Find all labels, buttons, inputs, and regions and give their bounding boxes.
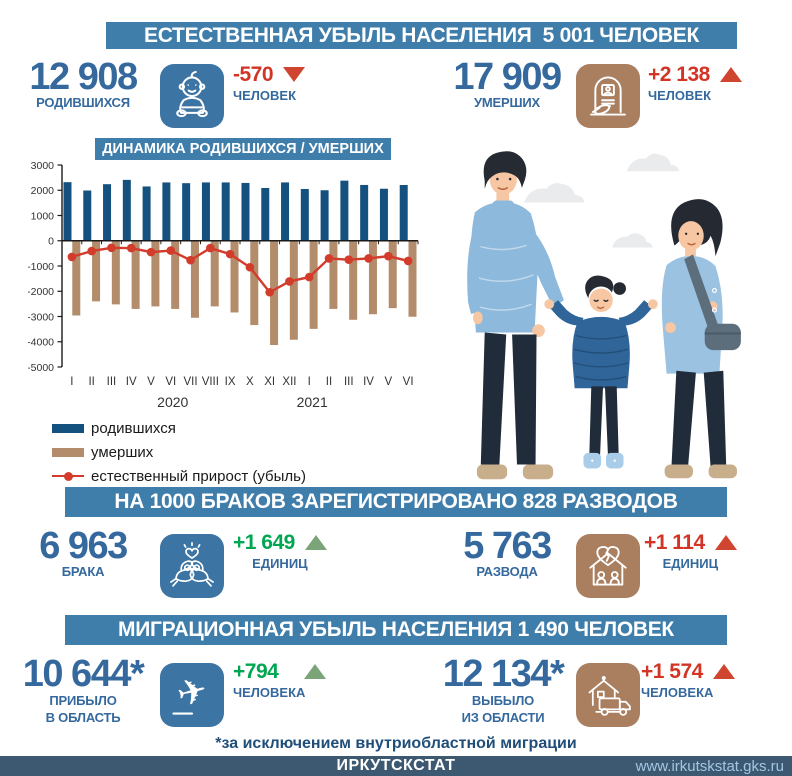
svg-text:V: V <box>384 376 392 388</box>
arrived-delta-value: +794 <box>233 660 279 683</box>
svg-text:X: X <box>246 376 254 388</box>
svg-text:2000: 2000 <box>31 185 55 197</box>
arrived-label-2: В ОБЛАСТЬ <box>45 710 121 725</box>
svg-text:-1000: -1000 <box>28 261 54 273</box>
legend-item-natural: естественный прирост (убыль) <box>52 464 306 488</box>
moving-truck-icon <box>576 663 640 727</box>
divorces-value: 5 763 <box>463 525 552 567</box>
deaths-delta: +2 138 ЧЕЛОВЕК <box>648 64 742 103</box>
deaths-value: 17 909 <box>453 56 562 98</box>
births-delta: -570 ЧЕЛОВЕК <box>233 63 306 103</box>
svg-text:XII: XII <box>282 376 296 388</box>
svg-text:III: III <box>344 376 354 388</box>
svg-text:III: III <box>107 376 117 388</box>
migration-banner: МИГРАЦИОННАЯ УБЫЛЬ НАСЕЛЕНИЯ 1 490 ЧЕЛОВ… <box>65 615 727 645</box>
divorces-label: РАЗВОДА <box>476 564 538 579</box>
marriages-delta: +1 649 ЕДИНИЦ <box>233 532 327 571</box>
triangle-up-green-icon <box>304 664 327 679</box>
clouds <box>523 153 680 248</box>
svg-text:I: I <box>308 376 311 388</box>
svg-text:1000: 1000 <box>31 210 55 222</box>
divorces-delta-unit: ЕДИНИЦ <box>662 556 719 571</box>
legend-item-born: родившихся <box>52 416 306 440</box>
svg-text:✈: ✈ <box>173 669 212 716</box>
chart-legend: родившихся умерших естественный прирост … <box>52 416 306 488</box>
triangle-up-red-icon <box>712 664 735 679</box>
marriages-value: 6 963 <box>39 525 128 567</box>
departed-label-1: ВЫБЫЛО <box>471 693 535 708</box>
departed-delta-value: +1 574 <box>641 660 703 683</box>
airplane-icon: ✈ <box>160 663 224 727</box>
baby-icon <box>160 64 224 128</box>
svg-text:I: I <box>70 376 73 388</box>
triangle-up-red-icon <box>714 535 737 550</box>
svg-text:II: II <box>88 376 94 388</box>
departed-delta: +1 574 ЧЕЛОВЕКА <box>641 661 735 700</box>
svg-text:-4000: -4000 <box>28 337 54 349</box>
svg-text:IX: IX <box>225 376 236 388</box>
migration-footnote: *за исключением внутриобластной миграции <box>215 735 577 752</box>
deaths-delta-unit: ЧЕЛОВЕК <box>648 88 712 103</box>
svg-text:VII: VII <box>184 376 198 388</box>
mother-figure <box>661 199 741 479</box>
legend-item-died: умерших <box>52 440 306 464</box>
svg-text:VI: VI <box>165 376 176 388</box>
svg-text:V: V <box>147 376 155 388</box>
triangle-up-icon <box>719 67 742 82</box>
arrived-value: 10 644* <box>22 653 145 695</box>
svg-text:VI: VI <box>403 376 414 388</box>
departed-value: 12 134* <box>442 653 565 695</box>
svg-text:2020: 2020 <box>157 394 188 410</box>
deaths-delta-value: +2 138 <box>648 63 710 86</box>
deaths-label: УМЕРШИХ <box>474 95 540 110</box>
chart-title: ДИНАМИКА РОДИВШИХСЯ / УМЕРШИХ <box>95 138 391 160</box>
marriages-label: БРАКА <box>61 564 105 579</box>
born-swatch <box>52 423 84 433</box>
marriages-delta-value: +1 649 <box>233 531 295 554</box>
births-delta-value: -570 <box>233 63 274 86</box>
child-figure <box>544 275 658 469</box>
svg-text:-2000: -2000 <box>28 286 54 298</box>
births-label: РОДИВШИХСЯ <box>36 95 130 110</box>
arrived-delta-unit: ЧЕЛОВЕКА <box>233 685 306 700</box>
marriage-banner: НА 1000 БРАКОВ ЗАРЕГИСТРИРОВАНО 828 РАЗВ… <box>65 487 727 517</box>
footer-org-name: ИРКУТСКСТАТ <box>336 757 456 774</box>
svg-text:-5000: -5000 <box>28 362 54 374</box>
svg-text:IV: IV <box>126 376 137 388</box>
divorces-delta: +1 114 ЕДИНИЦ <box>644 532 737 571</box>
divorces-delta-value: +1 114 <box>644 531 705 554</box>
svg-text:II: II <box>326 376 332 388</box>
departed-label-2: ИЗ ОБЛАСТИ <box>461 710 545 725</box>
svg-text:0: 0 <box>48 236 54 248</box>
svg-text:IV: IV <box>363 376 374 388</box>
doves-icon <box>160 534 224 598</box>
svg-text:-3000: -3000 <box>28 311 54 323</box>
footer-url: www.irkutskstat.gks.ru <box>635 757 784 775</box>
triangle-up-green-icon <box>304 535 327 550</box>
departed-delta-unit: ЧЕЛОВЕКА <box>641 685 714 700</box>
svg-text:3000: 3000 <box>31 160 55 172</box>
tombstone-icon <box>576 64 640 128</box>
died-swatch <box>52 447 84 457</box>
arrived-label-1: ПРИБЫЛО <box>49 693 117 708</box>
triangle-down-icon <box>283 67 306 82</box>
marriages-delta-unit: ЕДИНИЦ <box>252 556 308 571</box>
svg-text:2021: 2021 <box>297 394 328 410</box>
family-illustration <box>467 151 741 480</box>
broken-home-icon <box>576 534 640 598</box>
natural-decline-banner: ЕСТЕСТВЕННАЯ УБЫЛЬ НАСЕЛЕНИЯ 5 001 ЧЕЛОВ… <box>106 22 737 49</box>
births-value: 12 908 <box>29 56 138 98</box>
svg-text:VIII: VIII <box>202 376 219 388</box>
svg-text:XI: XI <box>264 376 275 388</box>
arrived-delta: +794 ЧЕЛОВЕКА <box>233 660 327 700</box>
births-delta-unit: ЧЕЛОВЕК <box>233 88 297 103</box>
natural-line-swatch <box>52 471 84 481</box>
footer-bar: ИРКУТСКСТАТ www.irkutskstat.gks.ru <box>0 756 792 776</box>
father-figure <box>467 151 564 480</box>
